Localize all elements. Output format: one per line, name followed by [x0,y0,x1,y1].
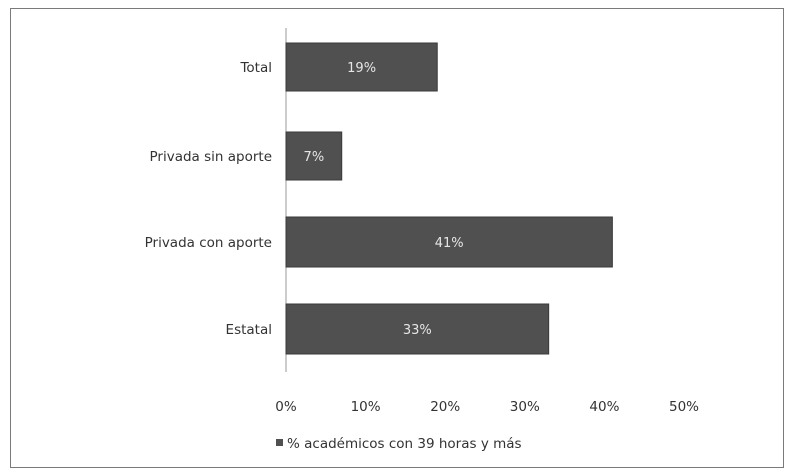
bars-layer [285,42,613,355]
x-tick-label: 50% [669,399,699,415]
bar-estatal [285,303,550,355]
data-label: 7% [304,150,325,165]
category-label: Estatal [226,322,272,338]
bar-chart: Total Privada sin aporte Privada con aport… [145,28,699,452]
x-tick-label: 0% [275,399,297,415]
data-label: 19% [347,61,376,76]
legend-label: % académicos con 39 horas y más [287,436,522,452]
x-tick-label: 30% [510,399,540,415]
bar-privada-con-aporte [285,216,613,268]
bar-total [285,42,438,92]
data-labels: 19% 7% 41% 33% [304,61,464,338]
bar-privada-sin-aporte [285,131,343,181]
x-tick-label: 20% [430,399,460,415]
legend-swatch [276,439,283,446]
data-label: 33% [403,323,432,338]
legend: % académicos con 39 horas y más [276,436,522,452]
x-tick-label: 40% [589,399,619,415]
x-axis-tick-labels: 0% 10% 20% 30% 40% 50% [275,399,699,415]
category-label: Total [239,60,272,76]
category-label: Privada sin aporte [150,149,272,165]
data-label: 41% [435,236,464,251]
category-label: Privada con aporte [145,235,272,251]
x-tick-label: 10% [351,399,381,415]
category-labels: Total Privada sin aporte Privada con aport… [145,60,272,338]
